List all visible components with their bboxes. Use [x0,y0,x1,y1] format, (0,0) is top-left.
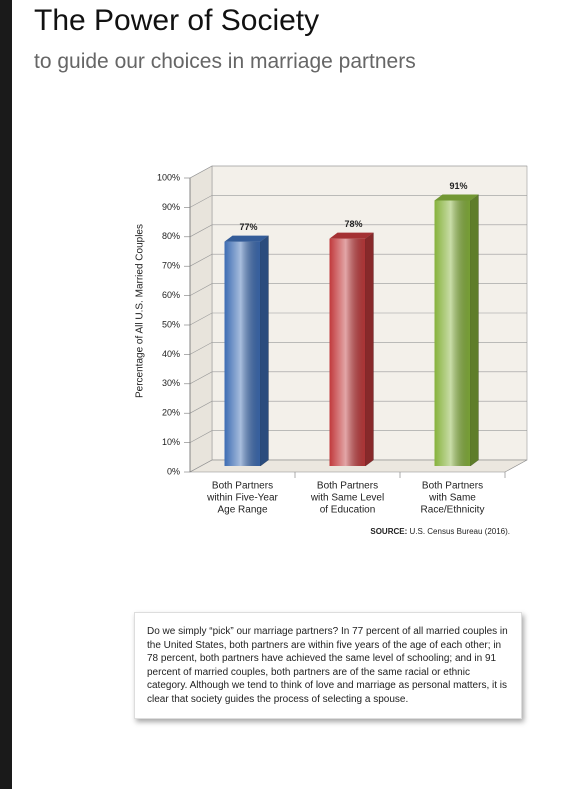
y-tick-label: 0% [167,466,180,476]
y-tick-label: 90% [162,202,180,212]
x-tick-label: Both Partners [212,481,273,492]
y-tick-label: 40% [162,349,180,359]
bar-side [365,232,374,467]
y-tick-label: 60% [162,290,180,300]
note-box: Do we simply “pick” our marriage partner… [134,612,522,719]
x-tick-label: within Five-Year [206,493,278,504]
x-tick-label: Age Range [217,505,267,516]
grid-line [189,342,527,355]
bar-shine [434,200,471,466]
y-tick-label: 70% [162,261,180,271]
data-label: 78% [344,219,362,229]
grid-line [189,430,527,443]
source-label: SOURCE: [370,527,407,536]
grid-line [189,371,527,385]
y-tick-label: 100% [157,172,180,182]
bar-side [470,193,479,467]
grid-line [189,312,527,326]
data-label: 77% [239,222,257,232]
source-text: U.S. Census Bureau (2016). [410,527,511,536]
bar-side [260,235,269,467]
x-tick-label: Both Partners [422,481,483,492]
grid-line [189,283,527,296]
bar-top [224,235,269,242]
y-axis-label: Percentage of All U.S. Married Couples [135,224,146,398]
grid-line [189,459,527,473]
subtitle: to guide our choices in marriage partner… [34,50,416,73]
bar-shine [329,238,366,466]
chart: Percentage of All U.S. Married Couples S… [135,165,528,536]
grid-line [189,165,527,179]
y-tick-label: 30% [162,378,180,388]
x-tick-label: Both Partners [317,481,378,492]
title: The Power of Society [34,4,320,37]
side-bar [0,0,12,789]
x-tick-label: of Education [320,505,376,516]
y-tick-label: 50% [162,319,180,329]
grid-line [189,400,527,414]
bar-top [434,194,479,201]
source: SOURCE: U.S. Census Bureau (2016). [370,527,510,536]
y-tick-label: 20% [162,408,180,418]
bar-top [329,232,374,239]
data-label: 91% [449,181,467,191]
grid-line [189,224,527,238]
x-tick-label: with Same [428,493,476,504]
bar-shine [224,241,261,466]
grid-line [189,195,527,208]
x-tick-label: Race/Ethnicity [421,505,485,516]
y-tick-label: 80% [162,231,180,241]
x-tick-label: with Same Level [310,493,384,504]
y-tick-label: 10% [162,437,180,447]
grid-line [189,253,527,267]
